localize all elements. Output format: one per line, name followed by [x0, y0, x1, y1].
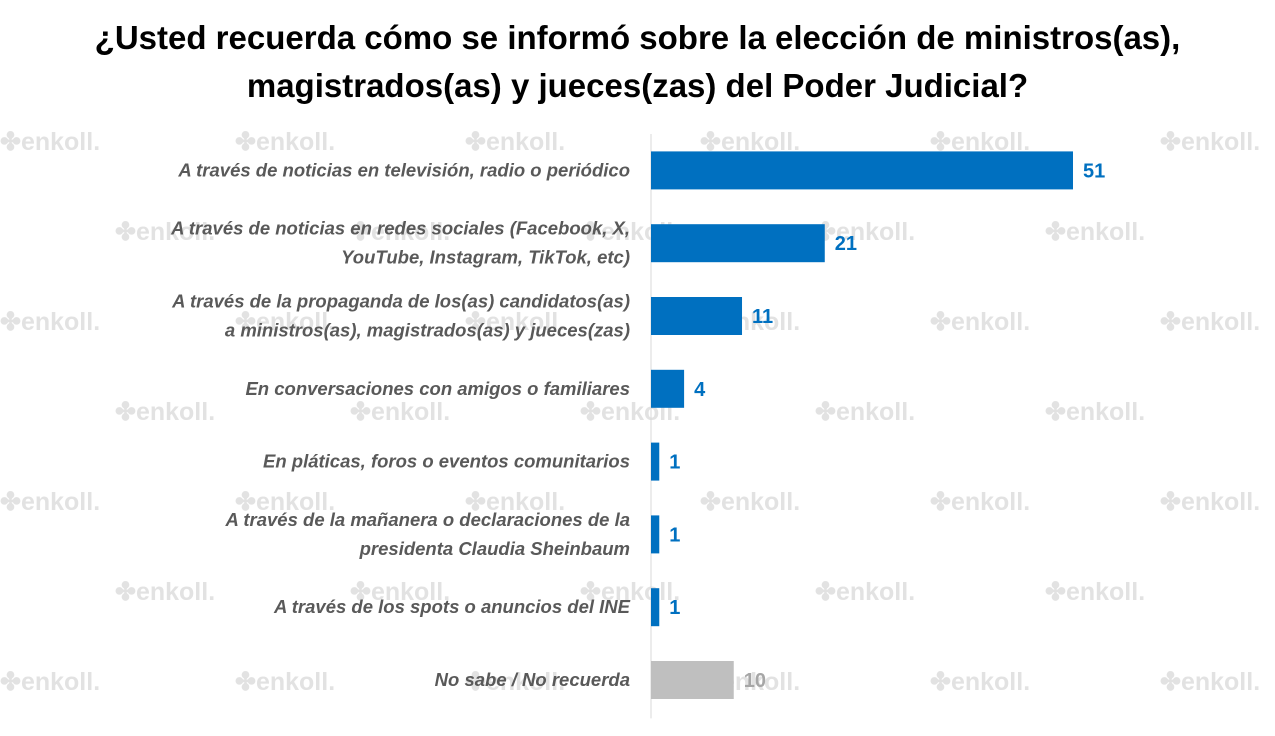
- watermark-logo: ✤enkoll.: [350, 218, 450, 246]
- category-label-line: A través de la propaganda de los(as) can…: [171, 291, 630, 312]
- watermark-logo: ✤enkoll.: [465, 128, 565, 156]
- category-label-line: presidenta Claudia Sheinbaum: [359, 538, 630, 559]
- watermark-logo: ✤enkoll.: [1160, 488, 1260, 516]
- watermark-logo: ✤enkoll.: [0, 308, 100, 336]
- watermark-logo: ✤enkoll.: [115, 578, 215, 606]
- watermark-logo: ✤enkoll.: [0, 128, 100, 156]
- watermark-logo: ✤enkoll.: [815, 578, 915, 606]
- watermark-logo: ✤enkoll.: [930, 668, 1030, 696]
- watermark-logo: ✤enkoll.: [350, 578, 450, 606]
- watermark-logo: ✤enkoll.: [930, 128, 1030, 156]
- watermark-logo: ✤enkoll.: [465, 308, 565, 336]
- category-label: No sabe / No recuerda: [435, 669, 630, 690]
- title-line-2: magistrados(as) y jueces(zas) del Poder …: [246, 67, 1029, 104]
- chart-title: ¿Usted recuerda cómo se informó sobre la…: [0, 14, 1275, 110]
- category-label-line: A través de noticias en televisión, radi…: [177, 159, 630, 180]
- watermark-logo: ✤enkoll.: [465, 668, 565, 696]
- watermark-logo: ✤enkoll.: [1045, 578, 1145, 606]
- data-label: 1: [669, 597, 680, 619]
- watermark-logo: ✤enkoll.: [815, 398, 915, 426]
- category-label: A través de la propaganda de los(as) can…: [171, 291, 630, 341]
- bar: [651, 297, 743, 335]
- watermark-logo: ✤enkoll.: [235, 128, 335, 156]
- data-label: 21: [835, 233, 857, 255]
- category-label: A través de noticias en redes sociales (…: [170, 218, 630, 268]
- category-label: A través de noticias en televisión, radi…: [177, 159, 630, 180]
- watermark-logo: ✤enkoll.: [235, 668, 335, 696]
- watermark-logo: ✤enkoll.: [1160, 308, 1260, 336]
- bar: [651, 588, 660, 627]
- category-label-line: A través de noticias en redes sociales (…: [170, 218, 630, 239]
- watermark-logo: ✤enkoll.: [930, 308, 1030, 336]
- watermark-logo: ✤enkoll.: [465, 488, 565, 516]
- data-label: 1: [669, 452, 680, 474]
- bar: [651, 224, 825, 263]
- bar: [651, 369, 685, 408]
- data-label: 11: [752, 306, 773, 328]
- watermark-logo: ✤enkoll.: [0, 488, 100, 516]
- category-label: A través de la mañanera o declaraciones …: [225, 509, 630, 559]
- watermark-logo: ✤enkoll.: [580, 578, 680, 606]
- watermark-logo: ✤enkoll.: [1045, 218, 1145, 246]
- watermark-logo: ✤enkoll.: [115, 218, 215, 246]
- bar: [651, 151, 1073, 190]
- watermark-logo: ✤enkoll.: [1160, 128, 1260, 156]
- data-label: 10: [744, 670, 766, 692]
- title-line-1: ¿Usted recuerda cómo se informó sobre la…: [94, 19, 1181, 56]
- watermark-logo: ✤enkoll.: [1160, 668, 1260, 696]
- watermark-logo: ✤enkoll.: [1045, 398, 1145, 426]
- bar: [651, 442, 660, 481]
- watermark-logo: ✤enkoll.: [0, 668, 100, 696]
- category-label: En conversaciones con amigos o familiare…: [245, 378, 630, 399]
- watermark-layer: ✤enkoll. ✤enkoll. ✤enkoll. ✤enkoll. ✤enkoll.…: [0, 128, 1260, 696]
- watermark-logo: ✤enkoll.: [930, 488, 1030, 516]
- bars-layer: 51 A través de noticias en televisión, ra…: [170, 151, 1105, 699]
- data-label: 4: [694, 379, 706, 401]
- watermark-logo: ✤enkoll.: [700, 488, 800, 516]
- watermark-logo: ✤enkoll.: [815, 218, 915, 246]
- bar: [651, 515, 660, 554]
- category-label-line: a ministros(as), magistrados(as) y juece…: [225, 320, 630, 341]
- data-label: 51: [1083, 160, 1105, 182]
- watermark-logo: ✤enkoll.: [700, 128, 800, 156]
- category-label-line: A través de la mañanera o declaraciones …: [225, 509, 630, 530]
- watermark-logo: ✤enkoll.: [235, 488, 335, 516]
- watermark-logo: ✤enkoll.: [115, 398, 215, 426]
- category-label-line: En pláticas, foros o eventos comunitario…: [263, 451, 630, 472]
- category-label: A través de los spots o anuncios del INE: [273, 596, 631, 617]
- category-label-line: YouTube, Instagram, TikTok, etc): [341, 247, 630, 268]
- data-label: 1: [669, 524, 680, 546]
- category-label-line: No sabe / No recuerda: [435, 669, 630, 690]
- watermark-logo: ✤enkoll.: [350, 398, 450, 426]
- category-label: En pláticas, foros o eventos comunitario…: [263, 451, 630, 472]
- category-label-line: A través de los spots o anuncios del INE: [273, 596, 631, 617]
- category-label-line: En conversaciones con amigos o familiare…: [245, 378, 630, 399]
- bar: [651, 661, 734, 699]
- watermark-logo: ✤enkoll.: [235, 308, 335, 336]
